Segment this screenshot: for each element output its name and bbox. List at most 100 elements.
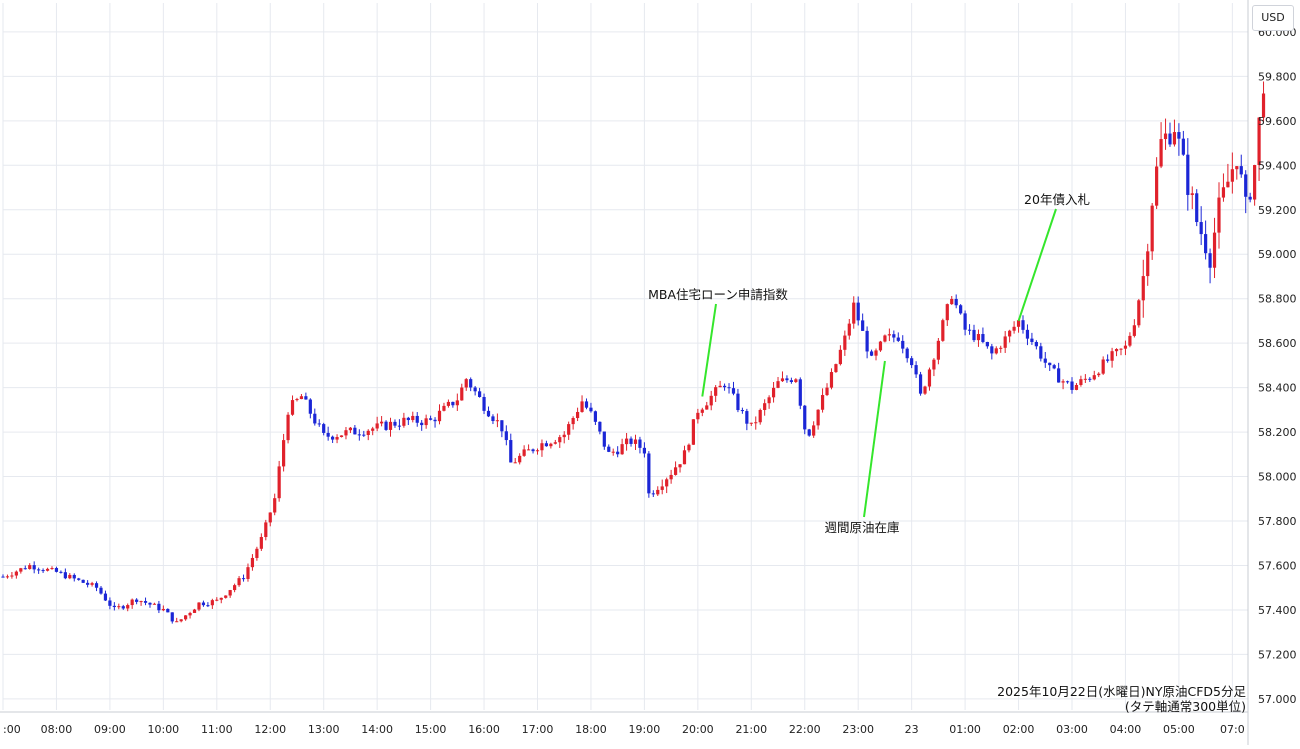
x-tick-label: 16:00 [468, 723, 500, 736]
candle-body [326, 432, 330, 437]
candle-body [642, 447, 646, 454]
candle-body [678, 464, 682, 468]
candle-body [402, 417, 406, 426]
candle-body [135, 599, 139, 602]
candle-body [731, 388, 736, 394]
candle-body [1248, 196, 1252, 200]
candle-body [526, 449, 531, 451]
y-tick-label: 57.400 [1258, 604, 1297, 617]
candle-body [540, 443, 544, 451]
y-tick-label: 58.200 [1258, 426, 1297, 439]
candle-body [1150, 205, 1154, 252]
candles [1, 81, 1266, 624]
candle-body [745, 411, 749, 424]
candle-body [1016, 320, 1021, 327]
candle-body [771, 387, 776, 398]
candle-body [219, 597, 223, 600]
candle-body [892, 334, 896, 338]
candle-body [103, 593, 108, 601]
candle-body [348, 427, 353, 431]
candle-body [268, 512, 272, 523]
candle-body [192, 609, 197, 613]
candle-body [910, 358, 914, 366]
annotation-line [701, 303, 717, 397]
x-tick-label: 07:0 [1220, 723, 1245, 736]
caption-line1: 2025年10月22日(水曜日)NY原油CFD5分足 [997, 684, 1246, 699]
candle-body [130, 599, 134, 606]
candle-body [918, 374, 923, 394]
candle-body [607, 446, 611, 452]
candle-body [647, 453, 651, 494]
candle-body [339, 435, 344, 438]
candle-body [273, 498, 277, 513]
candle-body [1159, 139, 1163, 167]
candle-body [638, 439, 642, 448]
candle-body [1155, 166, 1159, 206]
candle-body [820, 395, 825, 410]
candle-body [63, 572, 67, 579]
candle-body [357, 434, 361, 436]
candle-body [1061, 381, 1065, 383]
candle-body [41, 570, 45, 572]
y-tick-label: 57.000 [1258, 693, 1297, 706]
x-tick-label: 01:00 [949, 723, 981, 736]
candle-body [700, 409, 704, 413]
candle-body [513, 462, 517, 464]
candle-body [99, 587, 103, 594]
candle-body [1025, 329, 1030, 339]
candle-body [184, 615, 188, 620]
candle-body [656, 489, 660, 495]
x-tick-label: 19:00 [629, 723, 661, 736]
candle-body [838, 349, 842, 365]
candle-body [206, 605, 210, 607]
candle-body [673, 467, 678, 475]
candle-body [1070, 381, 1074, 390]
candle-body [798, 379, 802, 406]
candle-body [175, 621, 179, 623]
currency-button[interactable]: USD [1252, 5, 1294, 31]
candle-body [237, 578, 241, 586]
candle-body [1221, 187, 1226, 198]
candle-body [807, 429, 811, 436]
y-tick-label: 58.800 [1258, 293, 1297, 306]
candle-body [985, 341, 989, 347]
candle-body [166, 608, 170, 613]
y-tick-label: 58.000 [1258, 471, 1297, 484]
candle-body [1186, 154, 1190, 195]
candle-body [139, 601, 143, 603]
candle-body [696, 412, 700, 420]
candle-body [81, 579, 85, 583]
candle-body [32, 565, 36, 570]
candle-body [624, 438, 629, 445]
candle-body [210, 600, 214, 606]
candle-body [117, 606, 121, 608]
candle-body [197, 602, 201, 610]
candle-body [388, 421, 393, 430]
candle-body [295, 399, 299, 401]
candle-body [1123, 345, 1128, 349]
y-tick-label: 57.600 [1258, 559, 1297, 572]
candle-body [669, 474, 673, 480]
x-tick-label: 22:00 [789, 723, 821, 736]
candle-body [86, 582, 90, 585]
candle-body [812, 425, 816, 436]
y-tick-label: 57.800 [1258, 515, 1297, 528]
candle-body [856, 302, 860, 321]
x-tick-label: 03:00 [1056, 723, 1088, 736]
candle-body [749, 422, 753, 424]
candle-body [14, 571, 18, 576]
candle-body [1239, 166, 1243, 175]
candle-body [794, 379, 798, 383]
candle-body [371, 428, 375, 431]
candle-body [522, 449, 526, 456]
candle-body [161, 608, 165, 611]
candle-body [994, 348, 998, 354]
candle-body [1137, 300, 1141, 326]
grid-lines [2, 3, 1248, 710]
candle-body [215, 599, 219, 601]
x-tick-label: 10:00 [147, 723, 179, 736]
x-tick-label: 11:00 [201, 723, 233, 736]
